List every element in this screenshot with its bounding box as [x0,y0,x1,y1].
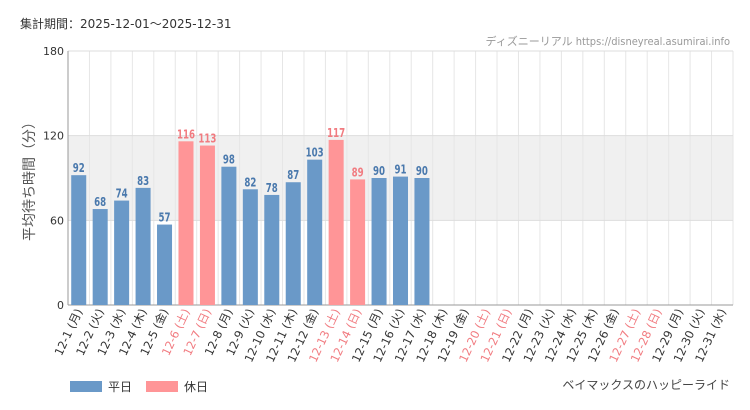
bar[interactable] [135,187,151,305]
attraction-name: ベイマックスのハッピーライド [562,378,730,392]
bar[interactable] [414,178,430,305]
legend-item-holiday[interactable]: 休日 [146,378,208,395]
data-label: 90 [416,165,428,179]
data-label: 83 [137,175,149,189]
data-label: 92 [73,162,85,176]
bar[interactable] [242,189,258,305]
data-label: 82 [244,176,256,190]
bar[interactable] [92,209,108,305]
bar[interactable] [199,145,215,305]
bar[interactable] [350,179,366,305]
y-tick-label: 60 [50,214,64,227]
x-tick-labels: 12-1 (月)12-2 (火)12-3 (水)12-4 (木)12-5 (金)… [52,306,729,364]
bar[interactable] [221,166,237,305]
legend-item-weekday[interactable]: 平日 [70,378,132,395]
bar[interactable] [307,159,323,305]
data-label: 98 [223,153,235,167]
legend-swatch-holiday [146,381,179,392]
data-label: 87 [287,169,299,183]
legend-swatch-weekday [70,381,102,392]
y-axis-label: 平均待ち時間（分） [22,115,38,241]
bar[interactable] [264,194,280,305]
legend: 平日 休日 [70,378,222,395]
bar[interactable] [371,178,387,305]
period-label: 集計期間：2025-12-01～2025-12-31 [20,17,232,31]
bars [71,139,430,305]
bar[interactable] [71,175,87,305]
bar[interactable] [178,141,194,305]
bar[interactable] [392,176,409,305]
legend-label-holiday: 休日 [184,380,209,394]
data-label: 90 [373,165,385,179]
data-label: 91 [394,163,406,177]
data-label: 78 [266,182,278,196]
data-label: 113 [198,132,216,146]
y-tick-label: 180 [43,45,64,58]
y-tick-label: 120 [43,130,64,143]
bar[interactable] [114,200,130,305]
data-label: 68 [94,196,106,210]
y-tick-label: 0 [57,299,64,312]
data-label: 103 [306,146,324,160]
bar[interactable] [328,139,344,305]
data-label: 89 [352,166,364,180]
data-label: 57 [159,211,171,225]
source-credit[interactable]: ディズニーリアル https://disneyreal.asumirai.inf… [485,35,730,48]
legend-label-weekday: 平日 [108,380,133,394]
data-label: 116 [177,128,195,142]
bar[interactable] [285,182,301,305]
bar[interactable] [157,224,173,305]
data-label: 117 [327,127,345,141]
data-label: 74 [116,187,128,201]
